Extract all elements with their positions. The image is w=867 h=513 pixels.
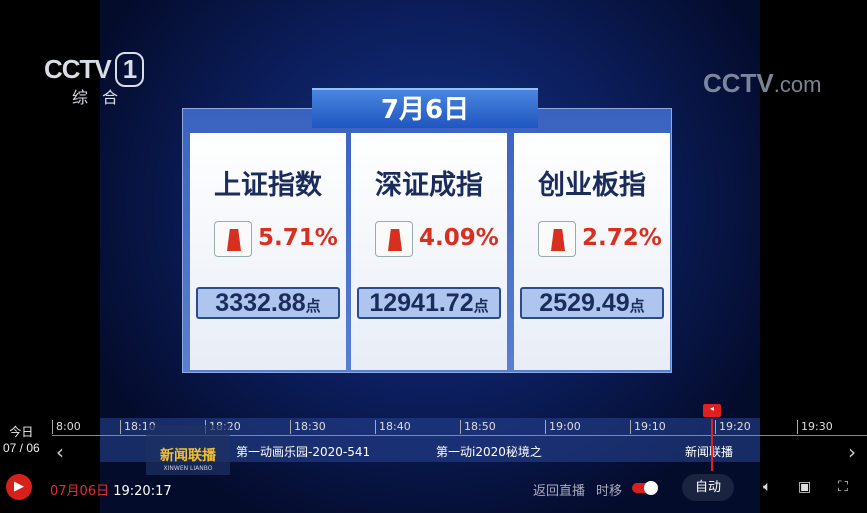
program-item[interactable]: 新闻联播 (685, 445, 734, 459)
index-name: 创业板指 (538, 170, 646, 201)
time-tick: 19:00 (545, 420, 581, 434)
time-tick: 18:40 (375, 420, 411, 434)
time-tick: 19:20 (715, 420, 751, 434)
current-datetime: 07月06日 19:20:17 (50, 484, 172, 499)
up-icon (538, 221, 576, 257)
timeshift-label: 时移 (596, 484, 623, 499)
index-change: 5.71% (258, 225, 338, 251)
playhead-line[interactable] (711, 419, 713, 471)
window-icon[interactable]: ▣ (798, 479, 812, 495)
index-value: 2529.49点 (520, 287, 664, 319)
cctv-com-watermark: CCTV.com (703, 68, 822, 98)
play-icon[interactable]: ▶ (6, 474, 32, 500)
timeline-date: 今日 07 / 06 (3, 425, 40, 455)
channel-subtitle: 综合 (72, 88, 133, 107)
timeline-right-bg (760, 418, 867, 462)
quality-button[interactable]: 自动 (682, 474, 734, 501)
up-icon (375, 221, 413, 257)
fullscreen-icon[interactable]: ⛶ (838, 479, 848, 495)
time-tick: 19:30 (797, 420, 833, 434)
program-logo: 新闻联播 XINWEN LIANBO (146, 425, 230, 475)
time-tick: 18:30 (290, 420, 326, 434)
time-tick: 19:10 (630, 420, 666, 434)
back-to-live-button[interactable]: 返回直播 (533, 484, 586, 499)
index-change: 2.72% (582, 225, 662, 251)
program-item[interactable]: 第一动i2020秘境之 (436, 445, 542, 459)
timeshift-toggle[interactable] (632, 481, 658, 495)
index-change: 4.09% (419, 225, 499, 251)
index-name: 上证指数 (214, 170, 322, 201)
up-icon (214, 221, 252, 257)
cctv1-logo: CCTV 1 (44, 52, 145, 87)
index-card: 上证指数 5.71% 3332.88点 (190, 133, 346, 370)
index-card: 创业板指 2.72% 2529.49点 (514, 133, 670, 370)
timeline-ruler (52, 435, 867, 436)
timeline[interactable] (0, 418, 867, 462)
volume-icon[interactable]: 🔈︎ (763, 479, 772, 495)
index-value: 3332.88点 (196, 287, 340, 319)
time-tick: 8:00 (52, 420, 81, 434)
time-tick: 18:50 (460, 420, 496, 434)
timeline-left-bg (0, 418, 100, 462)
timeline-next-button[interactable]: › (848, 440, 856, 464)
index-name: 深证成指 (375, 170, 483, 201)
program-item[interactable]: 第一动画乐园-2020-541 (236, 445, 371, 459)
index-value: 12941.72点 (357, 287, 501, 319)
graphic-date: 7月6日 (312, 88, 538, 128)
playhead-marker[interactable]: ◂ (703, 404, 721, 417)
index-card: 深证成指 4.09% 12941.72点 (351, 133, 507, 370)
timeline-prev-button[interactable]: ‹ (56, 440, 64, 464)
